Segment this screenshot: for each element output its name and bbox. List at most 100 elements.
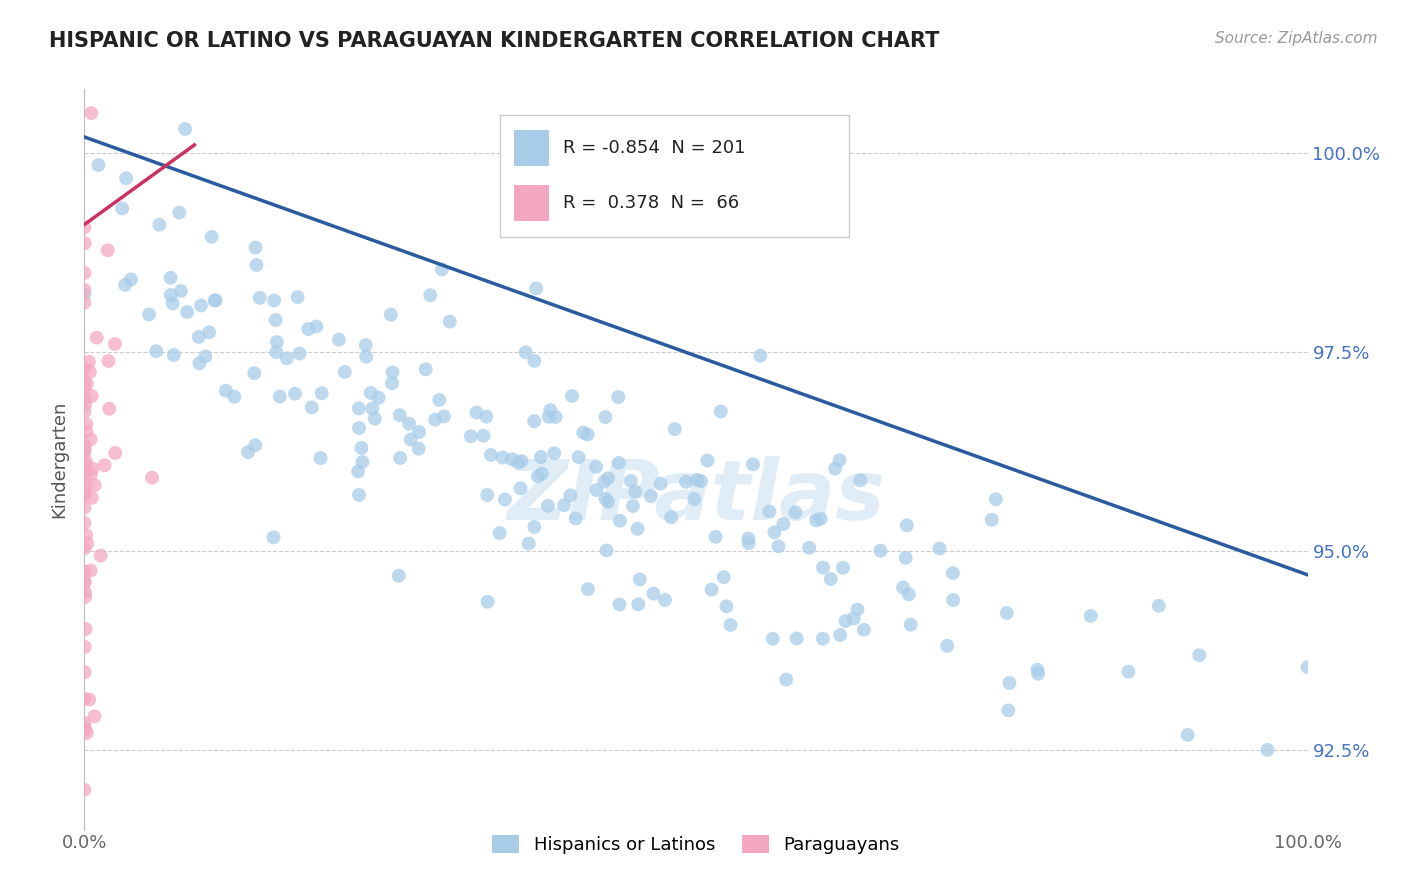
- Point: [572, 425, 595, 440]
- Point: [204, 293, 226, 308]
- Point: [73, 565, 96, 579]
- Point: [148, 218, 170, 232]
- Point: [710, 404, 733, 418]
- Point: [354, 350, 377, 364]
- Point: [75, 397, 97, 411]
- Point: [79, 432, 101, 446]
- Point: [388, 568, 411, 582]
- Point: [553, 498, 575, 512]
- Point: [811, 632, 834, 646]
- Point: [73, 295, 96, 310]
- Point: [1177, 728, 1199, 742]
- Point: [716, 599, 738, 614]
- Point: [111, 202, 134, 216]
- Point: [804, 513, 827, 527]
- Point: [301, 401, 323, 415]
- Point: [477, 595, 499, 609]
- Point: [73, 541, 96, 556]
- Point: [309, 451, 332, 466]
- Point: [263, 293, 285, 308]
- Point: [640, 489, 662, 503]
- Point: [352, 455, 374, 469]
- Point: [73, 716, 96, 731]
- Point: [479, 448, 502, 462]
- Point: [995, 606, 1018, 620]
- Point: [515, 345, 537, 359]
- Point: [713, 570, 735, 584]
- Point: [263, 530, 285, 544]
- Point: [347, 401, 370, 416]
- Point: [75, 480, 97, 494]
- Point: [73, 283, 96, 297]
- Point: [595, 410, 617, 425]
- Point: [704, 530, 727, 544]
- Point: [530, 450, 553, 464]
- Point: [768, 539, 790, 553]
- Point: [527, 469, 550, 483]
- Point: [775, 673, 797, 687]
- Point: [75, 455, 97, 469]
- Point: [76, 425, 98, 439]
- Point: [560, 488, 582, 502]
- Point: [276, 351, 298, 366]
- Point: [176, 305, 198, 319]
- Point: [523, 353, 546, 368]
- Point: [97, 354, 120, 368]
- Point: [120, 272, 142, 286]
- Point: [1026, 666, 1049, 681]
- Point: [333, 365, 356, 379]
- Point: [654, 593, 676, 607]
- Point: [830, 628, 852, 642]
- Point: [82, 461, 104, 475]
- Point: [381, 376, 404, 391]
- Point: [1188, 648, 1211, 663]
- Point: [388, 408, 411, 422]
- Point: [980, 513, 1002, 527]
- Point: [537, 409, 560, 424]
- Point: [686, 473, 709, 487]
- Point: [624, 484, 647, 499]
- Point: [607, 456, 630, 470]
- Point: [243, 366, 266, 380]
- Point: [763, 525, 786, 540]
- Point: [894, 550, 917, 565]
- Point: [73, 457, 96, 471]
- Point: [163, 348, 186, 362]
- Point: [73, 486, 96, 500]
- Point: [538, 403, 561, 417]
- Point: [398, 417, 420, 431]
- Point: [297, 322, 319, 336]
- Point: [627, 522, 650, 536]
- Point: [138, 308, 160, 322]
- Point: [73, 782, 96, 797]
- Point: [523, 520, 546, 534]
- Point: [73, 439, 96, 453]
- Point: [73, 442, 96, 457]
- Point: [842, 611, 865, 625]
- Point: [188, 356, 211, 370]
- Point: [80, 467, 103, 482]
- Point: [465, 405, 488, 419]
- Point: [576, 582, 599, 596]
- Point: [347, 464, 370, 478]
- Point: [167, 205, 190, 219]
- Point: [620, 474, 643, 488]
- Point: [90, 549, 112, 563]
- Point: [380, 308, 402, 322]
- Point: [73, 516, 96, 530]
- Point: [565, 511, 588, 525]
- Point: [596, 471, 619, 485]
- Point: [75, 723, 97, 737]
- Point: [73, 574, 96, 589]
- Point: [73, 488, 96, 502]
- Point: [266, 335, 288, 350]
- Point: [506, 456, 529, 470]
- Point: [245, 240, 267, 254]
- Point: [737, 536, 759, 550]
- Point: [1080, 609, 1102, 624]
- Point: [643, 586, 665, 600]
- Point: [73, 472, 96, 486]
- Point: [942, 593, 965, 607]
- Point: [585, 483, 607, 497]
- Point: [593, 475, 616, 489]
